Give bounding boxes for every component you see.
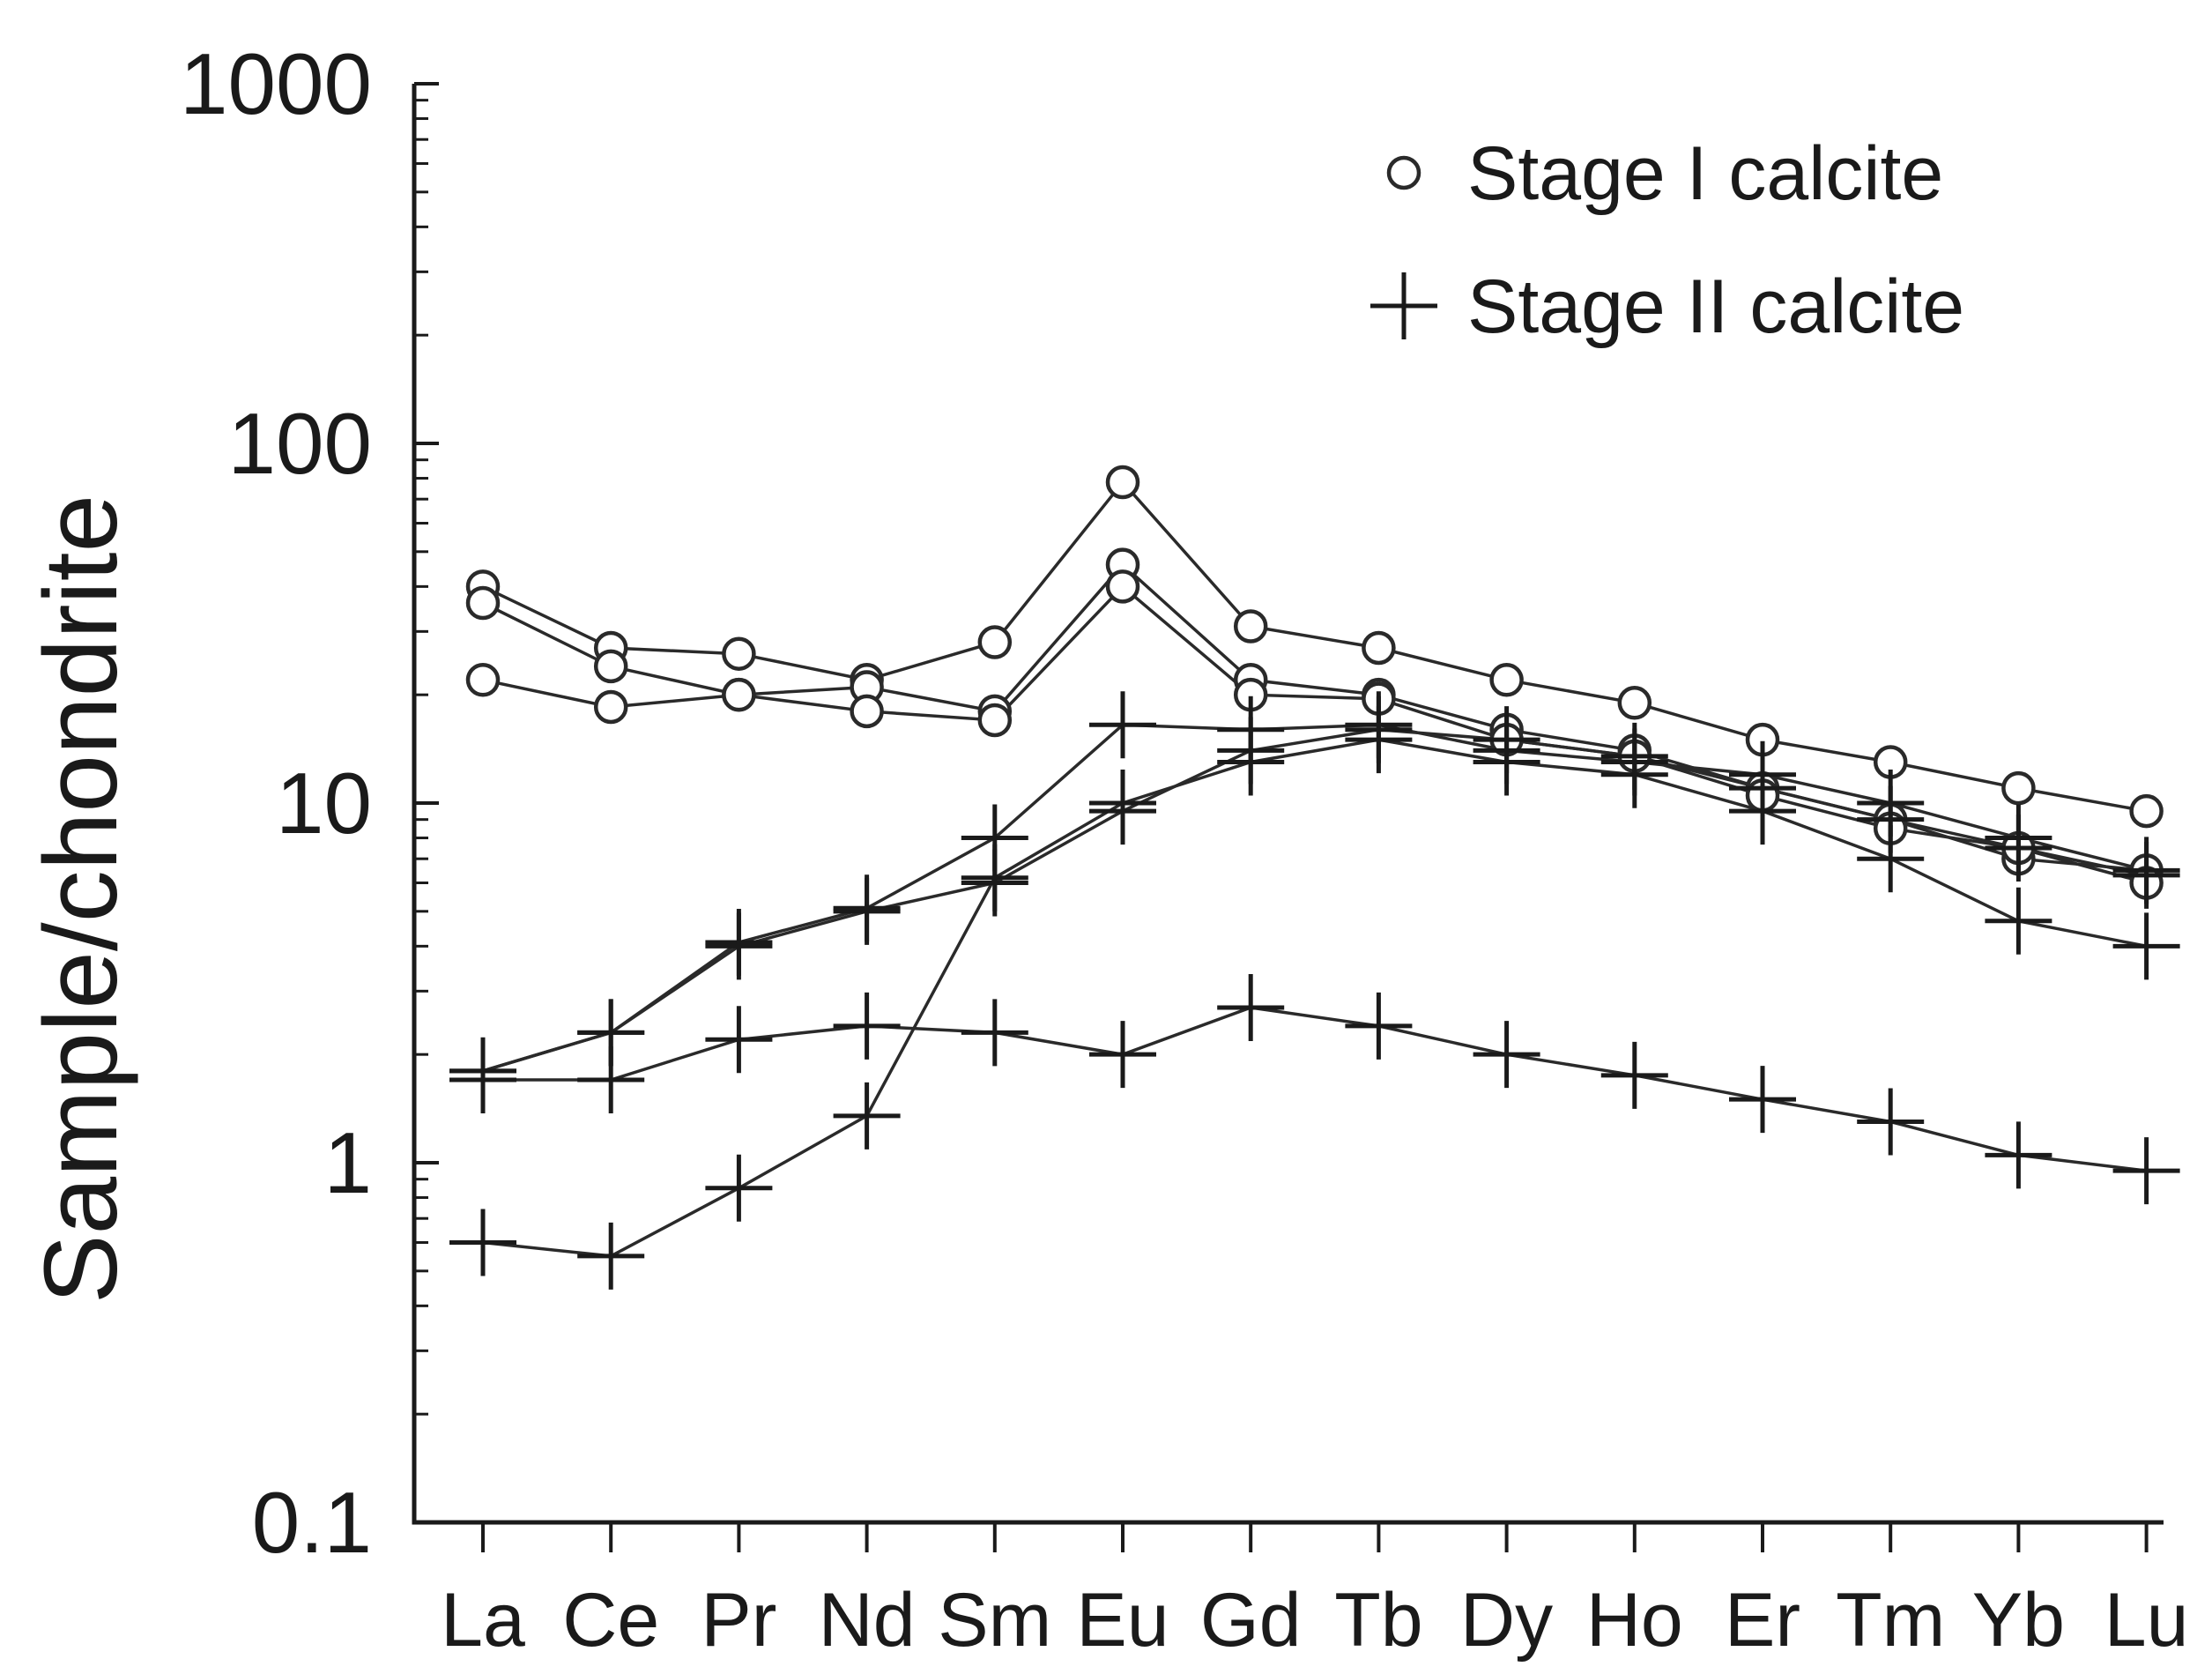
plus-point xyxy=(705,1006,773,1074)
y-tick-label: 10 xyxy=(276,755,372,852)
circle-point xyxy=(1105,465,1140,500)
y-axis-title: Sample/chondrite xyxy=(23,495,139,1304)
plus-point xyxy=(705,912,773,980)
circle-point xyxy=(593,689,628,725)
circle-point xyxy=(850,694,884,729)
x-tick-label: Ce xyxy=(562,1578,659,1663)
plus-point xyxy=(2112,841,2180,909)
legend-circle-marker xyxy=(1386,155,1421,190)
circle-point xyxy=(2129,793,2164,829)
legend-label: Stage I calcite xyxy=(1467,131,1943,216)
circle-point xyxy=(722,677,756,712)
circle-point xyxy=(465,663,501,697)
x-tick-label: Nd xyxy=(819,1578,916,1663)
plus-point xyxy=(1473,1021,1540,1089)
x-tick-label: Sm xyxy=(938,1578,1051,1663)
plus-point xyxy=(1089,691,1156,759)
circle-point xyxy=(977,625,1013,659)
circle-point xyxy=(722,636,756,671)
plus-point xyxy=(1857,785,1925,853)
x-tick-label: Yb xyxy=(1972,1578,2065,1663)
plus-point xyxy=(1089,1021,1156,1089)
plus-point xyxy=(2112,912,2180,980)
series-line-5 xyxy=(483,1006,2147,1172)
plus-point xyxy=(2112,1137,2180,1205)
series-line-3 xyxy=(482,584,2148,885)
plus-point xyxy=(1217,717,1285,785)
x-tick-label: Lu xyxy=(2104,1578,2189,1663)
plus-point xyxy=(705,1154,773,1222)
x-tick-label: Tb xyxy=(1334,1578,1422,1663)
plus-point xyxy=(1729,755,1796,822)
plus-point xyxy=(1600,722,1668,790)
series-line-6 xyxy=(482,738,2147,1258)
x-axis-ticks: La Ce Pr Nd Sm Eu Gd Tb Dy Ho Er Tm Yb Lu xyxy=(441,1522,2188,1663)
y-tick-label: 1 xyxy=(323,1114,372,1211)
plus-point xyxy=(833,1082,901,1149)
plus-point xyxy=(449,1037,516,1105)
series-line-1 xyxy=(482,480,2147,813)
x-tick-label: Eu xyxy=(1076,1578,1169,1663)
y-tick-label: 1000 xyxy=(180,35,372,132)
circle-point xyxy=(1105,569,1140,604)
plus-point xyxy=(1345,992,1413,1060)
plus-point xyxy=(577,999,645,1067)
x-tick-label: La xyxy=(441,1578,525,1663)
plus-point xyxy=(1600,1041,1668,1109)
plus-point xyxy=(1985,887,2052,955)
circle-point xyxy=(1617,686,1652,720)
series-markers xyxy=(449,465,2180,1290)
circle-point xyxy=(2001,770,2036,806)
circle-point xyxy=(1233,609,1268,644)
x-tick-label: Dy xyxy=(1460,1578,1553,1663)
plus-point xyxy=(833,877,901,945)
plus-point xyxy=(961,999,1028,1067)
plus-point xyxy=(1217,974,1285,1042)
y-tick-label: 100 xyxy=(227,395,372,492)
plus-point xyxy=(961,849,1028,917)
plus-point xyxy=(449,1209,516,1276)
plus-point xyxy=(577,1222,645,1290)
circle-point xyxy=(465,585,501,621)
plus-point xyxy=(833,992,901,1060)
plus-point xyxy=(1857,1088,1925,1156)
x-tick-label: Pr xyxy=(701,1578,776,1663)
y-axis-ticks: 1000 100 10 1 0.1 xyxy=(180,35,439,1571)
series-line-4 xyxy=(482,723,2148,1073)
legend-label: Stage II calcite xyxy=(1467,264,1964,349)
plus-point xyxy=(1729,1066,1796,1134)
plus-point xyxy=(1985,814,2052,882)
x-tick-label: Er xyxy=(1725,1578,1800,1663)
legend-plus-marker xyxy=(1370,272,1437,339)
x-tick-label: Ho xyxy=(1586,1578,1683,1663)
x-tick-label: Gd xyxy=(1200,1578,1302,1663)
plus-point xyxy=(1473,706,1540,774)
series-line-7 xyxy=(482,727,2147,1073)
legend: Stage I calcite Stage II calcite xyxy=(1370,131,1964,349)
plus-point xyxy=(1345,696,1413,763)
circle-point xyxy=(1362,630,1396,666)
plus-point xyxy=(1089,777,1156,845)
circle-point xyxy=(1489,663,1524,697)
circle-point xyxy=(593,649,628,684)
plus-point xyxy=(1985,1121,2052,1189)
y-tick-label: 0.1 xyxy=(252,1474,372,1571)
series-lines xyxy=(482,480,2148,1258)
x-tick-label: Tm xyxy=(1836,1578,1945,1663)
circle-point xyxy=(977,703,1013,738)
